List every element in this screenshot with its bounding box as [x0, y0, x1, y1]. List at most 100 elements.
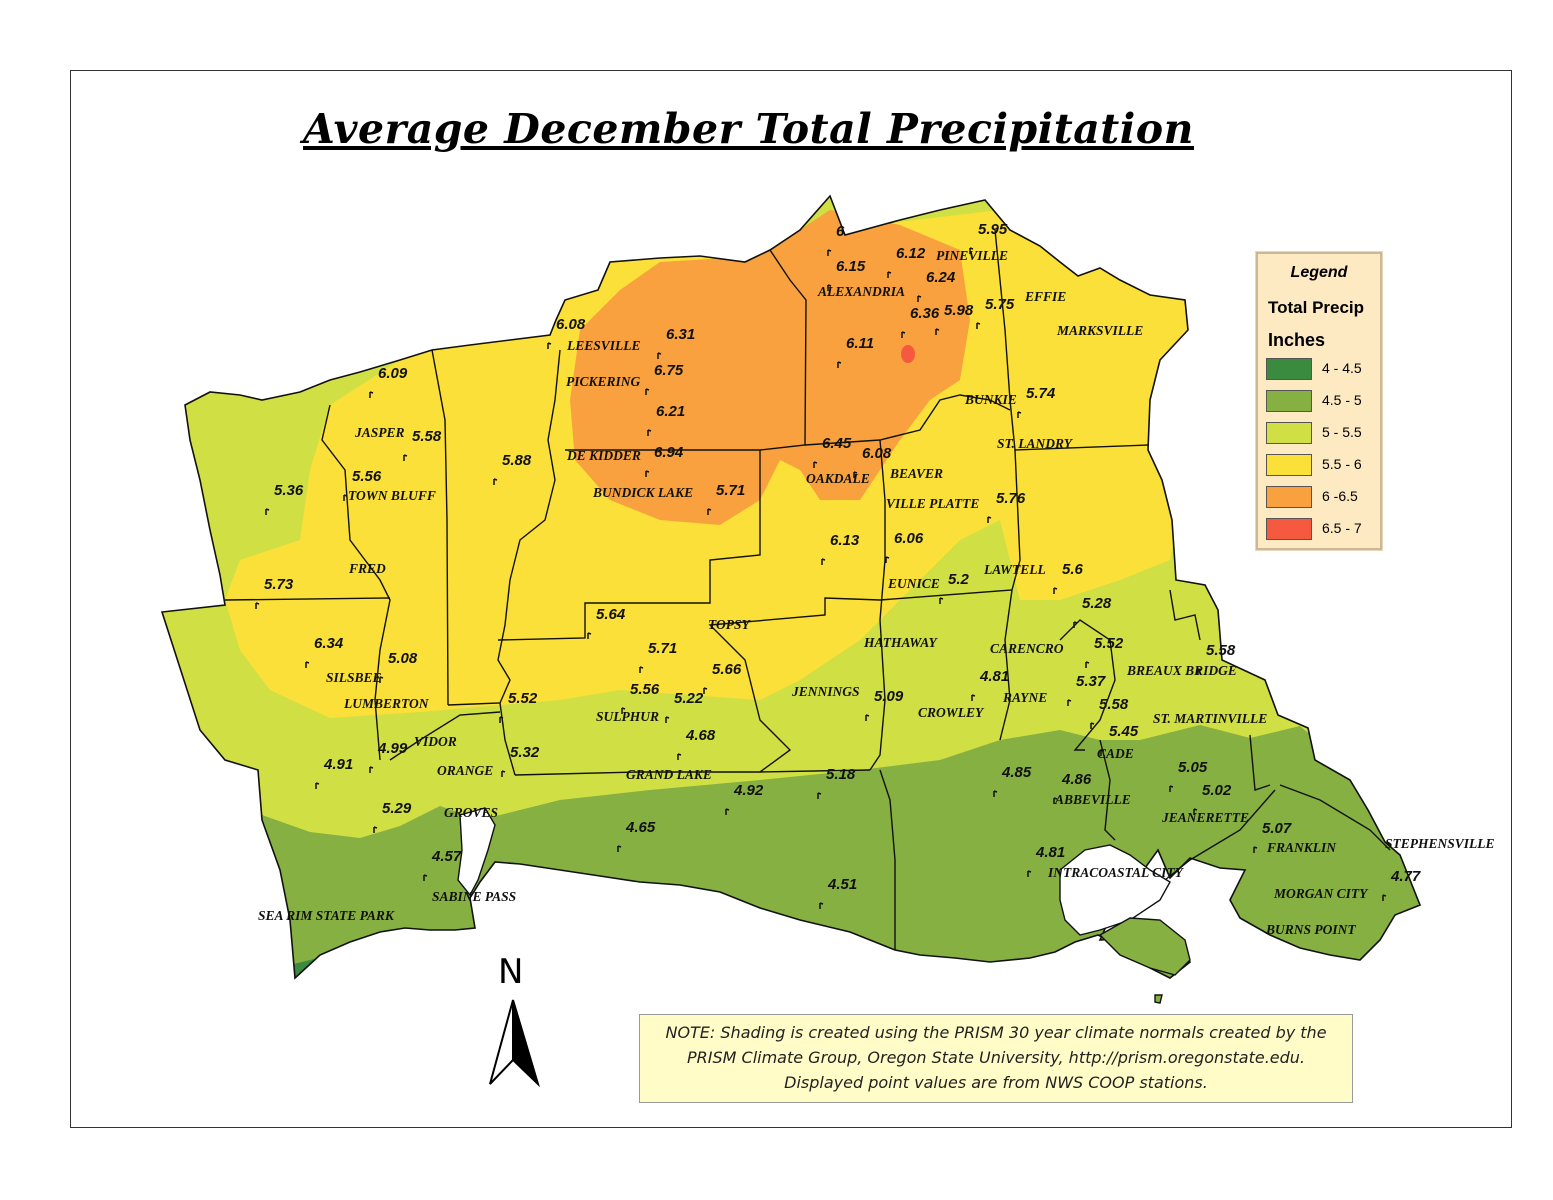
station-marker [369, 391, 374, 398]
place-label: RAYNE [1002, 690, 1047, 705]
place-label: GROVES [444, 805, 498, 820]
station-marker [1085, 661, 1090, 668]
place-label: PINEVILLE [936, 248, 1008, 263]
station-marker [1382, 894, 1387, 901]
station-marker [987, 516, 992, 523]
north-arrow-icon [489, 999, 541, 1088]
station-value: 6.24 [926, 269, 956, 286]
station-value: 5.58 [1099, 696, 1129, 713]
station-value: 5.58 [412, 428, 442, 445]
legend-heading: Legend [1290, 264, 1348, 281]
station-marker [621, 707, 626, 714]
station-value: 5.08 [388, 650, 418, 667]
place-label: ALEXANDRIA [817, 284, 905, 299]
station-value: 4.81 [979, 668, 1009, 685]
place-label: JENNINGS [791, 684, 860, 699]
station-marker [657, 352, 662, 359]
station-marker [865, 714, 870, 721]
station-value: 5.71 [716, 482, 745, 499]
legend-unit: Inches [1268, 330, 1326, 350]
place-label: JASPER [354, 425, 405, 440]
station-marker [725, 808, 730, 815]
place-label: ST. MARTINVILLE [1153, 711, 1267, 726]
station-value: 4.68 [685, 727, 716, 744]
station-marker [993, 790, 998, 797]
station-marker [976, 322, 981, 329]
station-value: 5.73 [264, 576, 294, 593]
station-value: 6.75 [654, 362, 684, 379]
station-marker [343, 494, 348, 501]
station-marker [917, 295, 922, 302]
station-value: 4.99 [377, 740, 408, 757]
place-label: TOPSY [708, 617, 752, 632]
place-label: FRED [348, 561, 386, 576]
place-label: MARKSVILLE [1056, 323, 1143, 338]
station-marker [493, 478, 498, 485]
legend-label: 4.5 - 5 [1322, 392, 1362, 408]
station-value: 4.57 [431, 848, 462, 865]
station-value: 5.56 [352, 468, 382, 485]
station-marker [1053, 587, 1058, 594]
place-label: SEA RIM STATE PARK [258, 908, 395, 923]
station-marker [499, 716, 504, 723]
legend-swatch [1266, 454, 1312, 476]
station-marker [379, 676, 384, 683]
station-marker [819, 902, 824, 909]
place-label: DE KIDDER [566, 448, 641, 463]
station-value: 5.58 [1206, 642, 1236, 659]
station-marker [265, 508, 270, 515]
station-value: 5.98 [944, 302, 974, 319]
station-value: 5.71 [648, 640, 677, 657]
station-marker [853, 471, 858, 478]
station-marker [587, 632, 592, 639]
station-value: 6 [836, 223, 845, 240]
station-values: 6 5.95 6.12 6.15 6.24 5.986.36 5.75 6.08 6.31 6.1… [255, 221, 1421, 909]
station-marker [935, 328, 940, 335]
place-label: CROWLEY [918, 705, 985, 720]
station-value: 4.81 [1035, 844, 1065, 861]
legend-label: 6 -6.5 [1322, 488, 1358, 504]
station-value: 5.07 [1262, 820, 1292, 837]
station-marker [1193, 808, 1198, 815]
legend-swatch [1266, 358, 1312, 380]
station-value: 5.74 [1026, 385, 1056, 402]
place-label: BUNDICK LAKE [592, 485, 693, 500]
station-value: 5.37 [1076, 673, 1106, 690]
station-marker [1067, 699, 1072, 706]
station-marker [827, 249, 832, 256]
station-marker [1100, 749, 1105, 756]
station-marker [707, 508, 712, 515]
station-marker [971, 694, 976, 701]
place-label: SULPHUR [596, 709, 659, 724]
station-marker [617, 845, 622, 852]
station-value: 5.88 [502, 452, 532, 469]
place-label: GRAND LAKE [626, 767, 712, 782]
note-box: NOTE: Shading is created using the PRISM… [639, 1014, 1353, 1103]
station-value: 6.15 [836, 258, 866, 275]
legend-field: Total Precip [1268, 298, 1365, 317]
place-label: BUNKIE [964, 392, 1017, 407]
place-label: EFFIE [1024, 289, 1066, 304]
station-value: 4.65 [625, 819, 656, 836]
place-label: LEESVILLE [566, 338, 641, 353]
station-value: 5.52 [508, 690, 538, 707]
station-marker [885, 556, 890, 563]
station-marker [1169, 785, 1174, 792]
station-marker [887, 271, 892, 278]
place-label: PICKERING [566, 374, 641, 389]
place-label: EUNICE [887, 576, 940, 591]
legend-swatch [1266, 518, 1312, 540]
note-line-1: NOTE: Shading is created using the PRISM… [665, 1023, 1327, 1042]
station-value: 4.91 [323, 756, 353, 773]
station-value: 5.64 [596, 606, 626, 623]
place-label: MORGAN CITY [1273, 886, 1369, 901]
station-marker [423, 874, 428, 881]
station-value: 5.05 [1178, 759, 1208, 776]
station-value: 5.66 [712, 661, 742, 678]
map-title: Average December Total Precipitation [303, 105, 1194, 153]
station-marker [255, 602, 260, 609]
place-label: FRANKLIN [1266, 840, 1337, 855]
legend-label: 6.5 - 7 [1322, 520, 1362, 536]
station-marker [305, 661, 310, 668]
place-label: INTRACOASTAL CITY [1047, 865, 1185, 880]
